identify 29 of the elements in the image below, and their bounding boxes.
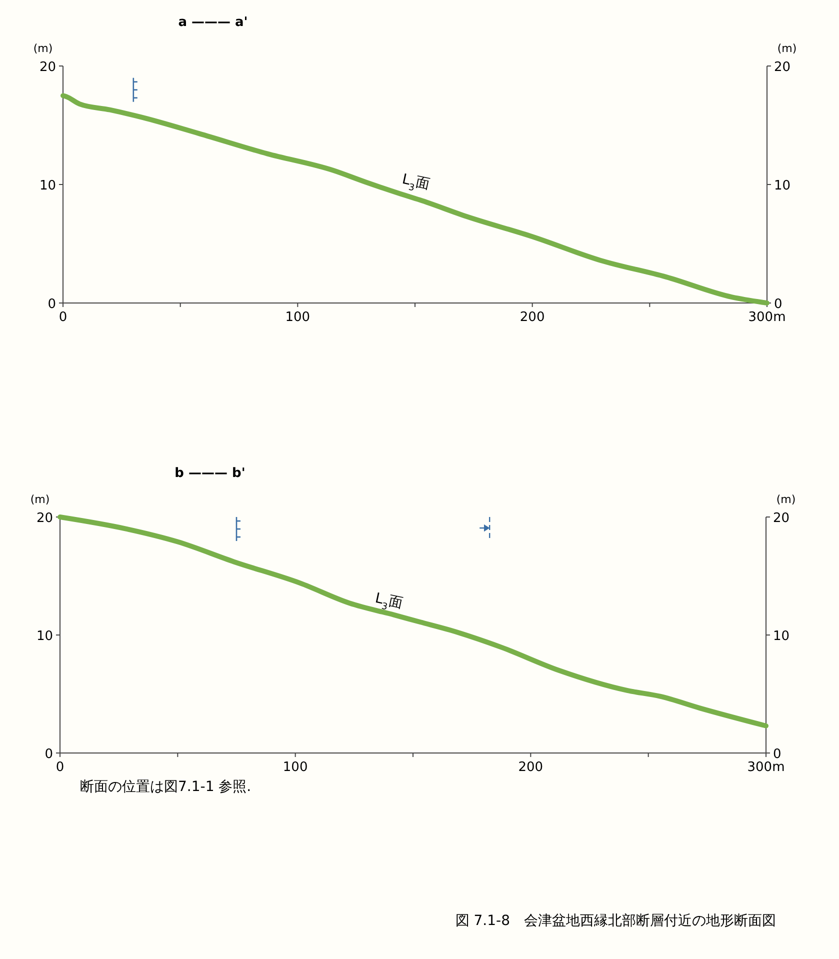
x-tick-label: 0 <box>58 310 68 325</box>
y-tick-label: 10 <box>39 178 56 194</box>
x-tick-label: 200 <box>518 760 544 775</box>
x-tick-label: 300m <box>747 760 785 775</box>
y2-tick-label: 0 <box>773 747 782 762</box>
x-tick-label: 200 <box>520 310 545 325</box>
y-axis-title: (m) <box>30 493 50 506</box>
x-tick-label: 100 <box>285 310 310 325</box>
chart-title: b ——— b' <box>174 466 246 481</box>
text: 断面の位置は図7.1-1 参照. <box>80 779 252 795</box>
annotation: L$_{3}$面 <box>400 171 431 194</box>
caption: 図 7.1-8 会津盆地西縁北部断層付近の地形断面図 <box>455 913 776 929</box>
y-axis-title: (m) <box>33 42 53 55</box>
y2-tick-label: 10 <box>773 629 790 644</box>
y2-tick-label: 0 <box>774 297 782 312</box>
y-tick-label: 10 <box>36 629 53 644</box>
chart-title: a ——— a' <box>178 15 248 30</box>
y2-axis-title: (m) <box>776 493 796 506</box>
y2-tick-label: 20 <box>773 511 790 526</box>
y2-tick-label: 10 <box>774 178 791 194</box>
y2-axis-title: (m) <box>777 42 797 55</box>
annotation: L$_{3}$面 <box>374 590 404 613</box>
y-tick-label: 0 <box>44 747 53 762</box>
x-tick-label: 300m <box>748 310 786 325</box>
y-tick-label: 0 <box>48 297 56 312</box>
y-tick-label: 20 <box>36 511 53 526</box>
y-tick-label: 20 <box>39 60 56 75</box>
x-tick-label: 100 <box>282 760 308 775</box>
y2-tick-label: 20 <box>774 60 791 75</box>
